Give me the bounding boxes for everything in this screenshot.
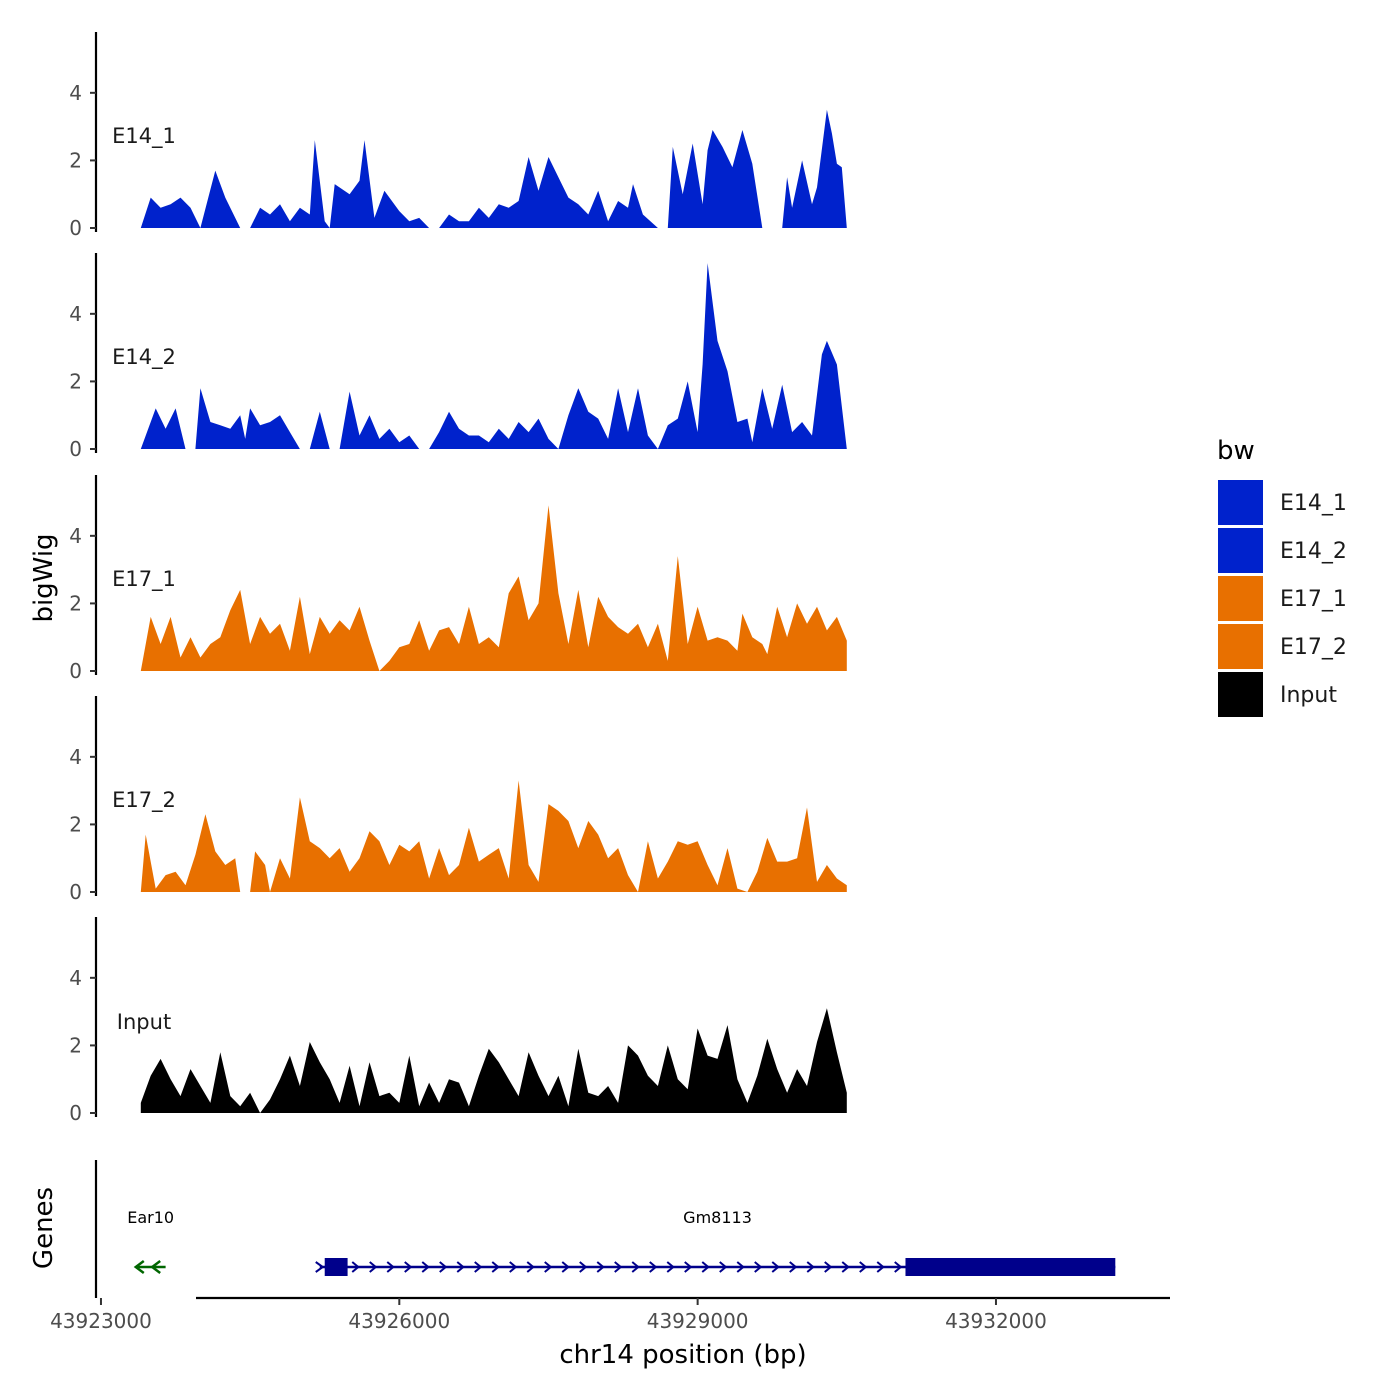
strand-arrow <box>561 1261 570 1273</box>
gene-exon <box>905 1258 1116 1276</box>
track-panel-E14_1: 0 2 4 E14_1 <box>69 32 847 240</box>
y-tick-label: 0 <box>69 437 82 461</box>
gene-Gm8113: Gm8113 <box>315 1208 1116 1276</box>
strand-arrow <box>684 1261 693 1273</box>
legend: bw E14_1 E14_2 E17_1 E17_2 Input <box>1217 436 1347 717</box>
gene-label: Gm8113 <box>683 1208 752 1227</box>
strand-arrow <box>491 1261 500 1273</box>
track-panel-E17_1: 0 2 4 E17_1 <box>69 475 847 683</box>
strand-arrow <box>789 1261 798 1273</box>
y-tick-label: 2 <box>69 1033 82 1057</box>
strand-arrow <box>351 1261 360 1273</box>
y-tick-label: 0 <box>69 880 82 904</box>
strand-arrow <box>369 1261 378 1273</box>
gene-annotation-panel: Ear10 Gm8113 <box>94 1160 1116 1298</box>
strand-arrow <box>614 1261 623 1273</box>
gene-exon <box>324 1258 348 1276</box>
legend-swatch-E14_2 <box>1218 528 1263 573</box>
legend-label: E14_1 <box>1280 491 1347 516</box>
strand-arrow <box>315 1261 325 1273</box>
legend-label: E17_1 <box>1280 587 1347 612</box>
strand-arrow <box>404 1261 413 1273</box>
legend-label: E17_2 <box>1280 635 1347 660</box>
y-tick-label: 2 <box>69 812 82 836</box>
legend-title: bw <box>1217 436 1255 466</box>
y-tick-label: 0 <box>69 216 82 240</box>
x-axis-title: chr14 position (bp) <box>559 1340 806 1370</box>
strand-arrow <box>474 1261 483 1273</box>
signal-area-Input <box>140 1008 847 1113</box>
gene-Ear10: Ear10 <box>127 1208 174 1274</box>
strand-arrow <box>544 1261 553 1273</box>
y-tick-label: 0 <box>69 659 82 683</box>
strand-arrow <box>386 1261 395 1273</box>
y-tick-label: 2 <box>69 591 82 615</box>
genes-axis-title: Genes <box>29 1187 59 1269</box>
track-panel-Input: 0 2 4 Input <box>69 917 847 1125</box>
strand-arrow <box>509 1261 518 1273</box>
signal-area-E17_2 <box>140 780 847 892</box>
strand-arrow <box>719 1261 728 1273</box>
strand-arrow <box>631 1261 640 1273</box>
strand-arrow <box>456 1261 465 1273</box>
x-tick-label: 43923000 <box>50 1309 152 1333</box>
y-tick-label: 2 <box>69 148 82 172</box>
y-tick-label: 4 <box>69 745 82 769</box>
track-label: Input <box>117 1010 171 1034</box>
strand-arrow <box>824 1261 833 1273</box>
track-label: E17_1 <box>112 567 176 592</box>
x-tick-label: 43932000 <box>945 1309 1047 1333</box>
y-tick-label: 2 <box>69 369 82 393</box>
legend-swatch-E17_1 <box>1218 576 1263 621</box>
legend-label: Input <box>1280 683 1337 708</box>
strand-arrow <box>666 1261 675 1273</box>
track-label: E14_2 <box>112 345 176 370</box>
legend-label: E14_2 <box>1280 539 1347 564</box>
strand-arrow <box>841 1261 850 1273</box>
strand-arrow <box>579 1261 588 1273</box>
track-label: E14_1 <box>112 124 176 149</box>
strand-arrow <box>771 1261 780 1273</box>
strand-arrow <box>649 1261 658 1273</box>
y-tick-label: 0 <box>69 1101 82 1125</box>
x-tick-label: 43926000 <box>348 1309 450 1333</box>
legend-swatch-E14_1 <box>1218 480 1263 525</box>
strand-arrow <box>701 1261 710 1273</box>
y-tick-label: 4 <box>69 966 82 990</box>
track-panel-E17_2: 0 2 4 E17_2 <box>69 696 847 904</box>
strand-arrow <box>421 1261 430 1273</box>
strand-arrow <box>133 1260 145 1274</box>
strand-arrow <box>439 1261 448 1273</box>
y-tick-label: 4 <box>69 302 82 326</box>
gene-label: Ear10 <box>127 1208 174 1227</box>
y-tick-label: 4 <box>69 524 82 548</box>
strand-arrow <box>150 1260 161 1274</box>
track-panel-E14_2: 0 2 4 E14_2 <box>69 253 847 461</box>
x-axis: 43923000 43926000 43929000 43932000 <box>50 1296 1170 1333</box>
strand-arrow <box>526 1261 535 1273</box>
strand-arrow <box>736 1261 745 1273</box>
y-tick-label: 4 <box>69 81 82 105</box>
strand-arrow <box>859 1261 868 1273</box>
legend-swatch-E17_2 <box>1218 624 1263 669</box>
strand-arrow <box>806 1261 815 1273</box>
signal-area-E17_1 <box>140 505 847 671</box>
y-axis-title: bigWig <box>29 533 59 622</box>
signal-area-E14_2 <box>140 263 847 449</box>
legend-swatch-Input <box>1218 672 1263 717</box>
signal-area-E14_1 <box>140 109 847 228</box>
strand-arrow <box>596 1261 605 1273</box>
signal-tracks: 0 2 4 E14_1 0 2 4 E14_2 0 2 4 E17_1 0 2 4 E17_2 0 2 4 Input <box>69 32 847 1125</box>
strand-arrow <box>894 1261 903 1273</box>
strand-arrow <box>754 1261 763 1273</box>
x-tick-label: 43929000 <box>647 1309 749 1333</box>
track-label: E17_2 <box>112 788 176 813</box>
strand-arrow <box>876 1261 885 1273</box>
